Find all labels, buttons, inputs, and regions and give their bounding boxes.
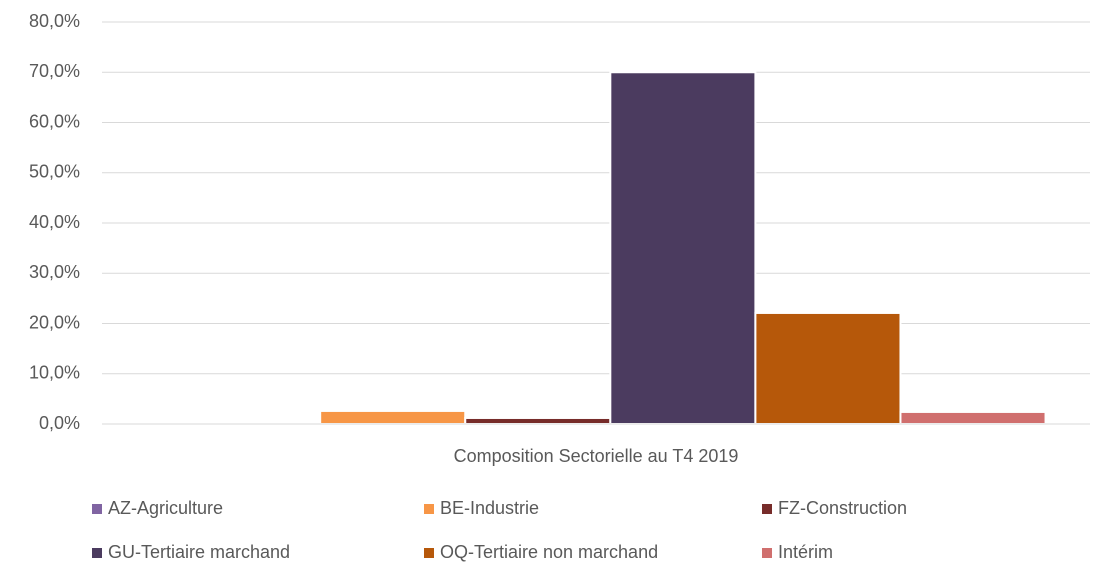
legend-label: AZ-Agriculture xyxy=(108,498,223,518)
bar xyxy=(754,311,902,426)
legend-swatch xyxy=(92,548,102,558)
y-tick-label: 0,0% xyxy=(39,413,80,433)
x-tick-label: Composition Sectorielle au T4 2019 xyxy=(454,446,739,466)
y-tick-label: 30,0% xyxy=(29,262,80,282)
y-tick-label: 60,0% xyxy=(29,111,80,131)
legend-swatch xyxy=(424,548,434,558)
bar xyxy=(464,416,612,426)
y-tick-label: 50,0% xyxy=(29,162,80,182)
y-tick-label: 70,0% xyxy=(29,61,80,81)
legend-label: FZ-Construction xyxy=(778,498,907,518)
legend-swatch xyxy=(762,548,772,558)
legend-label: BE-Industrie xyxy=(440,498,539,518)
legend-swatch xyxy=(424,504,434,514)
y-tick-label: 20,0% xyxy=(29,312,80,332)
legend-label: GU-Tertiaire marchand xyxy=(108,542,290,562)
bar xyxy=(319,409,467,425)
legend-label: Intérim xyxy=(778,542,833,562)
y-tick-label: 40,0% xyxy=(29,212,80,232)
bar xyxy=(899,410,1047,426)
y-tick-label: 10,0% xyxy=(29,363,80,383)
legend-label: OQ-Tertiaire non marchand xyxy=(440,542,658,562)
legend-swatch xyxy=(762,504,772,514)
y-tick-label: 80,0% xyxy=(29,11,80,31)
legend-swatch xyxy=(92,504,102,514)
bar xyxy=(609,71,757,425)
